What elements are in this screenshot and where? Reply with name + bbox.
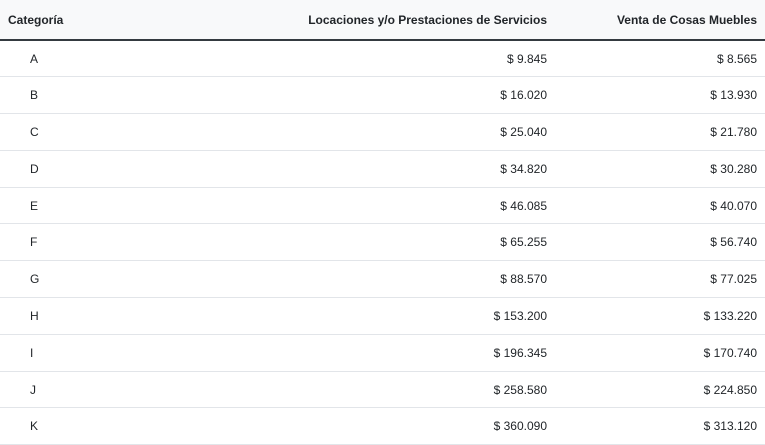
row-goods-value: $ 77.025 (555, 260, 765, 299)
row-goods-value: $ 40.070 (555, 187, 765, 225)
row-services-value: $ 9.845 (200, 40, 555, 78)
row-goods-value: $ 313.120 (555, 407, 765, 445)
row-category: A (0, 40, 200, 78)
row-category: H (0, 297, 200, 335)
row-services-value: $ 34.820 (200, 150, 555, 188)
row-goods-value: $ 21.780 (555, 113, 765, 151)
table-row: B $ 16.020 $ 13.930 (0, 76, 765, 115)
row-services-value: $ 65.255 (200, 223, 555, 262)
table-row: C $ 25.040 $ 21.780 (0, 113, 765, 151)
table-row: H $ 153.200 $ 133.220 (0, 297, 765, 335)
table-row: K $ 360.090 $ 313.120 (0, 407, 765, 445)
row-services-value: $ 25.040 (200, 113, 555, 151)
row-goods-value: $ 170.740 (555, 334, 765, 372)
header-services: Locaciones y/o Prestaciones de Servicios (200, 0, 555, 41)
row-goods-value: $ 224.850 (555, 371, 765, 409)
table-body: A $ 9.845 $ 8.565 B $ 16.020 $ 13.930 C … (0, 40, 765, 445)
row-services-value: $ 16.020 (200, 76, 555, 115)
table-row: F $ 65.255 $ 56.740 (0, 223, 765, 262)
row-goods-value: $ 30.280 (555, 150, 765, 188)
row-goods-value: $ 56.740 (555, 223, 765, 262)
row-category: J (0, 371, 200, 409)
header-goods: Venta de Cosas Muebles (555, 0, 765, 41)
table-row: E $ 46.085 $ 40.070 (0, 187, 765, 225)
header-row: Categoría Locaciones y/o Prestaciones de… (0, 0, 765, 41)
row-services-value: $ 258.580 (200, 371, 555, 409)
table-row: I $ 196.345 $ 170.740 (0, 334, 765, 372)
row-services-value: $ 153.200 (200, 297, 555, 335)
header-category: Categoría (0, 0, 200, 41)
row-category: D (0, 150, 200, 188)
row-goods-value: $ 8.565 (555, 40, 765, 78)
table-row: G $ 88.570 $ 77.025 (0, 260, 765, 299)
row-services-value: $ 46.085 (200, 187, 555, 225)
row-category: F (0, 223, 200, 262)
row-goods-value: $ 13.930 (555, 76, 765, 115)
row-services-value: $ 196.345 (200, 334, 555, 372)
row-category: G (0, 260, 200, 299)
table-row: D $ 34.820 $ 30.280 (0, 150, 765, 188)
row-services-value: $ 360.090 (200, 407, 555, 445)
row-goods-value: $ 133.220 (555, 297, 765, 335)
table-row: A $ 9.845 $ 8.565 (0, 40, 765, 78)
row-category: K (0, 407, 200, 445)
row-services-value: $ 88.570 (200, 260, 555, 299)
row-category: E (0, 187, 200, 225)
row-category: I (0, 334, 200, 372)
table-header: Categoría Locaciones y/o Prestaciones de… (0, 0, 765, 41)
table-row: J $ 258.580 $ 224.850 (0, 371, 765, 409)
row-category: C (0, 113, 200, 151)
row-category: B (0, 76, 200, 115)
